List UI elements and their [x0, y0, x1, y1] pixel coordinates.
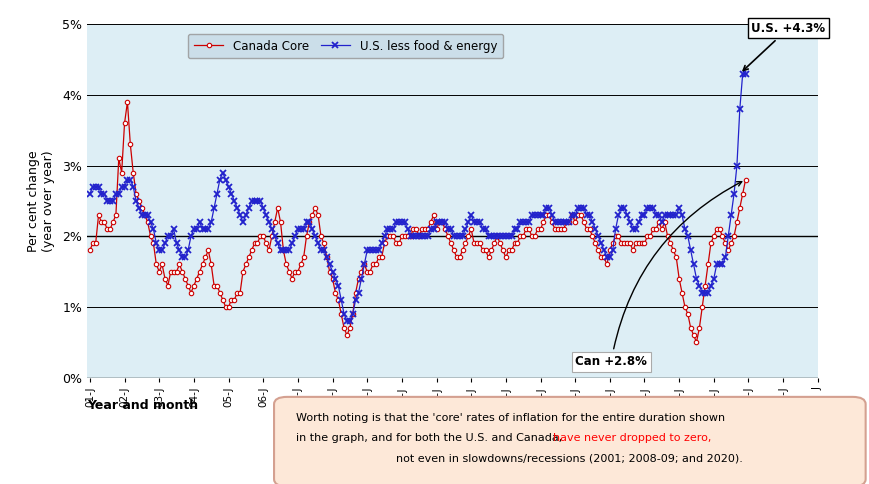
U.S. less food & energy: [740, 71, 750, 76]
Canada Core: [122, 99, 132, 105]
U.S. less food & energy: [575, 205, 586, 211]
Canada Core: [740, 177, 750, 182]
Legend: Canada Core, U.S. less food & energy: Canada Core, U.S. less food & energy: [188, 33, 502, 59]
Text: Worth noting is that the 'core' rates of inflation for the entire duration shown: Worth noting is that the 'core' rates of…: [295, 413, 724, 423]
U.S. less food & energy: [512, 226, 522, 232]
Canada Core: [604, 247, 614, 253]
Text: not even in slowdowns/recessions (2001; 2008-09; and 2020).: not even in slowdowns/recessions (2001; …: [396, 454, 742, 463]
Text: Year and month: Year and month: [87, 399, 198, 412]
Canada Core: [647, 226, 658, 232]
U.S. less food & energy: [604, 255, 614, 260]
U.S. less food & energy: [647, 205, 658, 211]
U.S. less food & energy: [252, 198, 262, 204]
U.S. less food & energy: [737, 71, 747, 76]
U.S. less food & energy: [249, 198, 260, 204]
Canada Core: [512, 241, 522, 246]
Text: U.S. +4.3%: U.S. +4.3%: [742, 22, 825, 71]
Canada Core: [575, 212, 586, 218]
Line: Canada Core: Canada Core: [88, 100, 747, 345]
U.S. less food & energy: [84, 191, 95, 197]
Text: in the graph, and for both the U.S. and Canada,: in the graph, and for both the U.S. and …: [295, 433, 565, 443]
Canada Core: [691, 339, 701, 345]
Line: U.S. less food & energy: U.S. less food & energy: [87, 71, 747, 324]
U.S. less food & energy: [342, 318, 352, 324]
Text: have never dropped to zero,: have never dropped to zero,: [553, 433, 711, 443]
Text: Can +2.8%: Can +2.8%: [574, 182, 741, 368]
Canada Core: [84, 247, 95, 253]
Canada Core: [255, 233, 265, 239]
Y-axis label: Per cent change
(year over year): Per cent change (year over year): [27, 150, 55, 252]
Canada Core: [252, 241, 262, 246]
